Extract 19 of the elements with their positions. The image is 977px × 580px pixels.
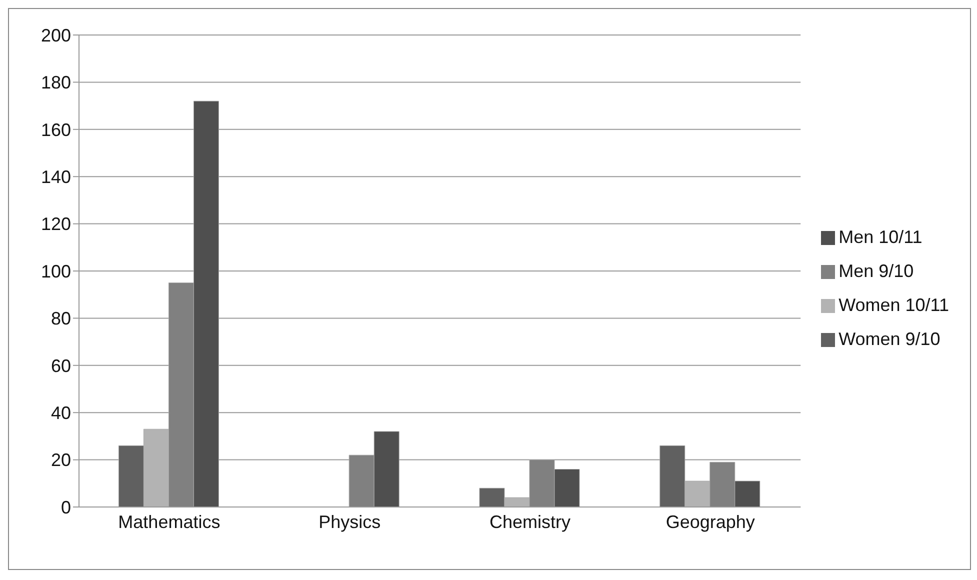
legend-label: Women 10/11 bbox=[838, 295, 949, 315]
x-tick-label: Chemistry bbox=[489, 512, 571, 532]
y-tick-label: 100 bbox=[40, 261, 71, 282]
x-tick-label: Mathematics bbox=[118, 512, 220, 532]
y-tick-label: 80 bbox=[50, 308, 71, 329]
y-tick-label: 20 bbox=[50, 450, 71, 470]
y-tick-label: 200 bbox=[40, 25, 71, 46]
y-tick-label: 0 bbox=[60, 497, 71, 518]
legend-label: Men 10/11 bbox=[838, 227, 922, 247]
legend-label: Men 9/10 bbox=[838, 261, 914, 281]
y-tick-label: 40 bbox=[50, 402, 71, 423]
y-tick-label: 120 bbox=[40, 214, 71, 234]
y-tick-label: 160 bbox=[40, 120, 71, 140]
x-tick-label: Physics bbox=[318, 512, 381, 532]
y-tick-label: 140 bbox=[40, 166, 71, 187]
y-tick-label: 180 bbox=[40, 72, 71, 93]
legend-label: Women 9/10 bbox=[838, 329, 940, 349]
x-tick-label: Geography bbox=[666, 512, 755, 532]
y-tick-label: 60 bbox=[50, 356, 71, 376]
